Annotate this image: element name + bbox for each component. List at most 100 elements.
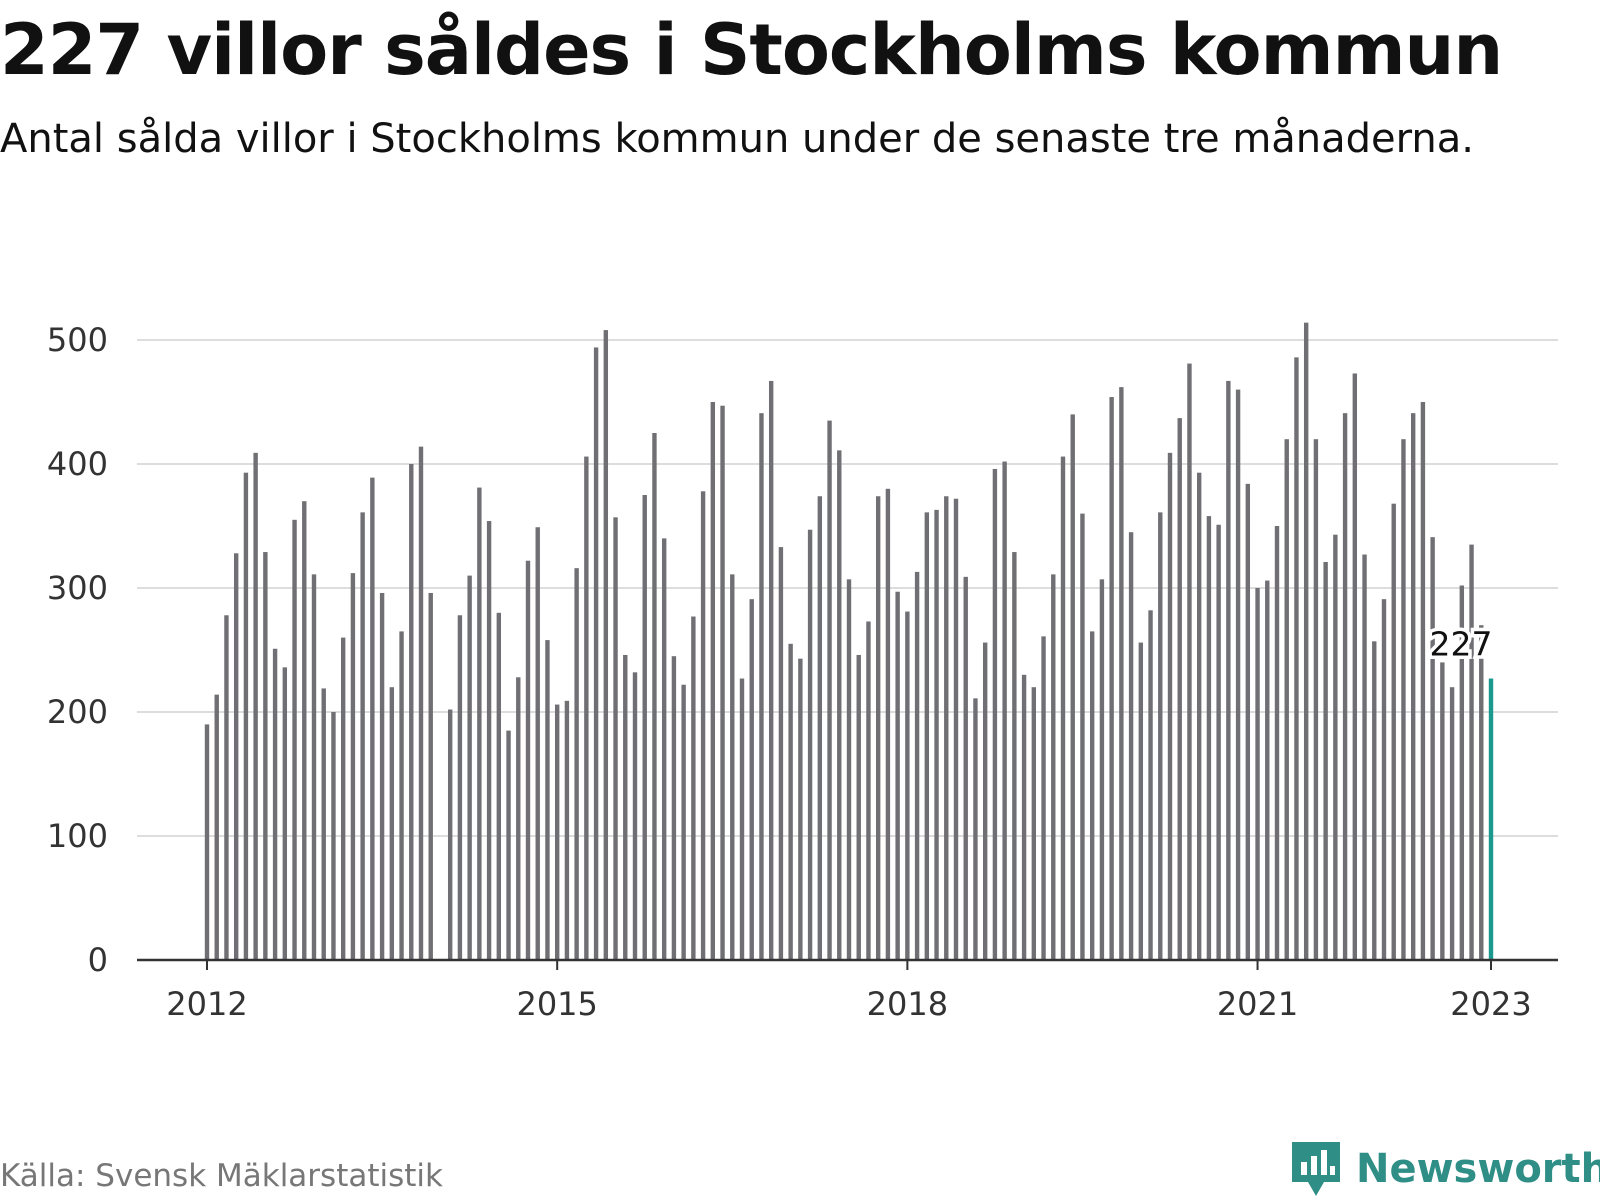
bar [1323,561,1328,960]
bar [525,560,531,960]
bar [564,700,570,960]
bar [875,496,881,960]
x-tick-label: 2012 [166,985,247,1023]
bar [1459,585,1465,960]
bar [1138,642,1144,960]
bar [506,730,511,960]
bar [837,450,842,960]
bar [1284,439,1289,960]
bar [846,579,852,960]
bars [204,322,1494,961]
bar [263,552,268,960]
bar [749,599,754,960]
bar [720,405,725,961]
bar [360,512,365,960]
bar [379,592,385,960]
bar [574,568,579,960]
bar [652,433,657,960]
bar [905,611,910,960]
bar [953,498,959,960]
data-labels: 227 [1426,621,1496,667]
bar [759,413,764,960]
bar [934,509,939,960]
bar [1342,413,1348,960]
bar [1226,380,1231,960]
bar [603,330,609,961]
bar [885,488,891,960]
bar [623,654,628,960]
bar [409,464,414,960]
bar [1479,625,1484,960]
bar [1391,503,1396,960]
bar [467,575,472,960]
newsworthy-logo: Newsworthy [1290,1139,1600,1199]
bar [1333,534,1338,960]
bar [321,688,326,960]
bar [496,612,502,960]
bar [418,446,424,960]
bar [856,654,861,960]
bar [535,527,540,960]
bar [1430,537,1435,960]
bar [1031,687,1037,960]
bar [807,529,813,960]
bar [292,519,297,960]
bar [963,576,968,960]
bar [1187,363,1192,960]
bar [224,615,229,960]
bar [924,512,930,960]
bar [389,687,395,960]
chart-title: 227 villor såldes i Stockholms kommun [0,9,1503,91]
bar [1051,574,1056,960]
bar [302,501,307,960]
bar [486,521,492,960]
bar [331,712,336,960]
y-tick-label: 100 [47,817,108,855]
bar [272,648,278,960]
brand-name: Newsworthy [1356,1146,1600,1192]
bar [914,571,920,960]
bar [768,380,774,960]
bar [1216,524,1221,960]
bar [516,677,521,960]
bar [1255,588,1260,960]
bar [1089,631,1095,960]
bar [1196,472,1202,960]
bar [739,678,745,960]
bar [1167,452,1173,960]
bar [1041,636,1046,960]
bar [399,631,404,960]
y-tick-label: 200 [47,693,108,731]
bar [661,538,667,960]
bar [457,615,463,960]
bar [1206,516,1212,960]
bar [1080,513,1085,960]
y-tick-label: 0 [88,941,108,979]
bar [1070,414,1075,960]
y-axis: 0 100 200 300 400 500 [47,321,108,979]
x-tick-label: 2021 [1217,985,1298,1023]
bar [282,667,288,960]
bar [710,402,716,960]
bar [632,672,638,960]
bar [253,452,258,960]
bar [477,487,482,960]
bar [1002,461,1007,960]
bar [992,468,998,960]
bar [204,724,210,960]
bar [593,347,599,960]
bar [243,472,249,960]
bar [1469,544,1474,960]
highlight-value-label: 227 [1430,625,1493,664]
bar [700,491,706,960]
bar [1372,641,1377,960]
y-tick-label: 500 [47,321,108,359]
bar [1012,552,1017,960]
bar [642,495,647,960]
bar [1313,439,1319,960]
bar [778,547,784,960]
bar [214,694,219,960]
bar [1128,532,1134,960]
bar [340,637,346,960]
